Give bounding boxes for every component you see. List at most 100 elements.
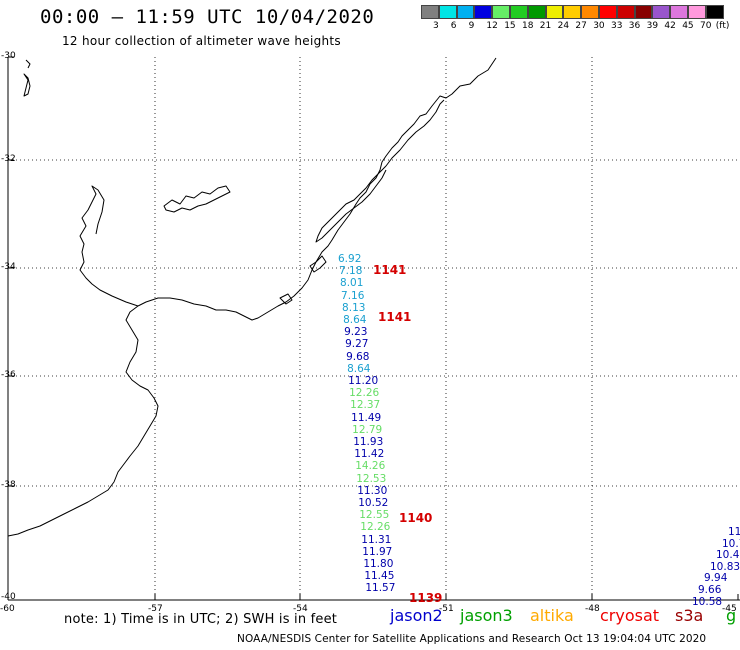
latitude-label: -32 (1, 154, 16, 164)
scale-swatch (598, 5, 617, 19)
pass-time-label: 1139 (409, 591, 443, 605)
pass-time-label: 1140 (399, 511, 433, 525)
swh-reading: 12.53 (356, 472, 387, 485)
units-note: note: 1) Time is in UTC; 2) SWH is in fe… (64, 612, 338, 627)
color-scale-labels: 3 6 9 12 15 18 21 24 27 30 33 36 39 42 45 70 (ft) (421, 21, 740, 33)
map-canvas (7, 56, 740, 601)
scale-label: 27 (575, 21, 587, 31)
satellite-legend-item: s3a (675, 606, 704, 625)
scale-swatch (438, 5, 457, 19)
scale-label: 30 (593, 21, 605, 31)
scale-label: 24 (557, 21, 570, 31)
swh-reading: 11.30 (357, 484, 388, 497)
pass-time-label: 1141 (373, 263, 407, 277)
swh-reading: 10.83 (710, 560, 740, 573)
swh-reading: 10.58 (692, 595, 723, 608)
swh-reading: 11.49 (351, 411, 382, 424)
swh-reading: 9.94 (704, 572, 728, 585)
wave-height-color-scale (421, 5, 724, 19)
swh-reading: 11.97 (362, 545, 393, 558)
scale-label: 3 (433, 21, 439, 31)
scale-label: 18 (522, 21, 534, 31)
scale-swatch (581, 5, 599, 19)
satellite-legend-item: cryosat (600, 606, 660, 625)
scale-label: 70 (700, 21, 712, 31)
chart-title: 00:00 – 11:59 UTC 10/04/2020 (40, 6, 375, 28)
longitude-label: -60 (0, 604, 15, 614)
swh-reading: 11.80 (363, 558, 394, 570)
longitude-label: -54 (293, 604, 308, 614)
scale-label: 15 (504, 21, 516, 31)
swh-reading: 6.92 (338, 253, 362, 265)
pass-time-label: 1141 (378, 310, 412, 324)
swh-reading: 12.79 (352, 423, 383, 436)
swh-reading: 10.52 (358, 497, 389, 509)
scale-swatch (563, 5, 582, 19)
scale-label: 9 (468, 21, 475, 31)
scale-swatch (421, 5, 439, 19)
swh-reading: 8.64 (347, 362, 371, 375)
latitude-label: -38 (1, 480, 16, 490)
longitude-label: -48 (585, 604, 600, 614)
swh-reading: 8.13 (342, 301, 366, 314)
credit-line: NOAA/NESDIS Center for Satellite Applica… (237, 633, 707, 645)
scale-swatch (634, 5, 653, 19)
coastline (7, 57, 497, 537)
swh-reading: 12.37 (350, 399, 381, 412)
swh-reading: 8.01 (340, 277, 364, 290)
scale-swatch (509, 5, 528, 19)
swh-reading: 11.57 (365, 582, 396, 595)
longitude-label: -51 (439, 604, 454, 614)
scale-label: 39 (646, 21, 659, 31)
scale-label: 12 (486, 21, 498, 31)
swh-reading: 11 (728, 526, 740, 538)
swh-reading: 11.93 (353, 436, 384, 448)
longitude-label: -57 (148, 604, 163, 614)
scale-swatch (492, 5, 510, 19)
scale-swatch (474, 5, 493, 19)
map-frame (7, 56, 740, 601)
scale-swatch (616, 5, 635, 19)
satellite-legend-item: jason2 (390, 606, 443, 625)
scale-swatch (705, 5, 724, 19)
graticule (8, 57, 740, 600)
swh-reading: 10.40 (716, 549, 740, 562)
scale-label: 33 (611, 21, 623, 31)
swh-reading: 14.26 (355, 460, 386, 473)
swh-reading: 11.42 (354, 448, 385, 461)
scale-swatch (527, 5, 546, 19)
scale-label: 45 (682, 21, 694, 31)
scale-swatch (545, 5, 564, 19)
satellite-legend-item: g (726, 606, 737, 625)
swh-reading: 9.66 (698, 584, 722, 596)
swh-reading: 11.20 (348, 375, 379, 387)
satellite-legend-item: jason3 (460, 606, 513, 625)
satellite-legend-item: altika (530, 606, 574, 625)
scale-label: 21 (539, 21, 552, 31)
scale-label: (ft) (715, 21, 730, 31)
latitude-label: -34 (1, 262, 16, 272)
scale-swatch (456, 5, 475, 19)
swh-reading: 11.45 (364, 570, 395, 583)
swh-reading: 12.26 (360, 521, 391, 534)
latitude-label: -40 (1, 592, 16, 602)
scale-swatch (652, 5, 671, 19)
swh-reading: 12.55 (359, 509, 390, 522)
swh-reading: 12.26 (349, 387, 380, 400)
swh-reading: 8.64 (343, 314, 367, 326)
scale-label: 36 (628, 21, 641, 31)
latitude-label: -30 (1, 51, 16, 61)
scale-swatch (670, 5, 688, 19)
chart-subtitle: 12 hour collection of altimeter wave hei… (62, 34, 341, 48)
swh-reading: 11.31 (361, 533, 392, 546)
swh-reading: 9.27 (345, 338, 369, 351)
scale-label: 6 (450, 21, 457, 31)
scale-swatch (687, 5, 706, 19)
latitude-label: -36 (1, 370, 16, 380)
swh-reading: 10.7 (722, 537, 740, 550)
swh-reading: 9.23 (344, 326, 368, 339)
longitude-label: -45 (722, 604, 737, 614)
scale-label: 42 (664, 21, 676, 31)
swh-reading: 9.68 (346, 350, 370, 363)
swh-reading: 7.16 (341, 289, 365, 302)
